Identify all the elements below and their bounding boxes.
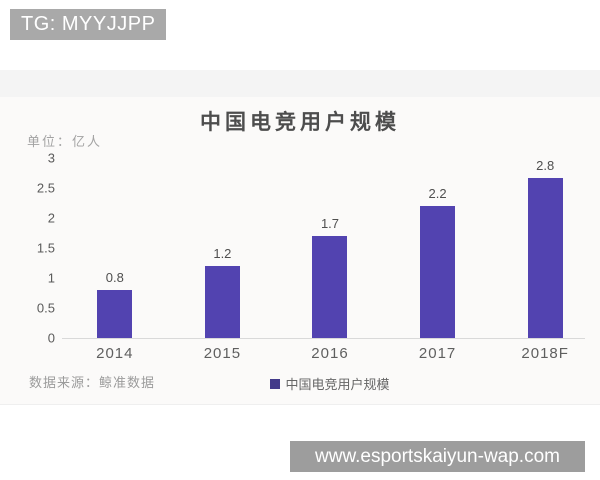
x-label-slot: 2018F <box>491 345 599 362</box>
x-axis-label: 2017 <box>418 345 457 362</box>
y-tick-label: 0 <box>47 330 55 346</box>
data-source-note: 数据来源：鲸准数据 <box>29 375 156 390</box>
bar-slot: 1.2 <box>169 158 277 338</box>
bar-slot: 1.7 <box>276 158 384 338</box>
x-axis-label: 2016 <box>311 345 349 362</box>
x-axis-label: 2018F <box>521 345 569 362</box>
y-tick-label: 2.5 <box>36 180 55 196</box>
bar-slot: 0.8 <box>61 158 169 338</box>
legend-label: 中国电竞用户规模 <box>285 377 390 392</box>
bar-value-label: 1.2 <box>213 246 232 261</box>
y-tick-label: 0.5 <box>36 300 55 316</box>
y-tick-label: 3 <box>47 150 55 166</box>
bar-2018f <box>527 178 563 338</box>
x-label-slot: 2016 <box>276 345 384 362</box>
legend: 中国电竞用户规模 <box>61 374 599 393</box>
y-tick-label: 1 <box>47 270 55 286</box>
bar-value-label: 0.8 <box>105 270 124 285</box>
x-axis-label: 2015 <box>203 345 242 362</box>
bars-row: 0.8 1.2 1.7 2.2 2.8 <box>61 158 599 338</box>
bar-value-label: 1.7 <box>320 216 340 231</box>
chart-screenshot-region <box>0 70 600 405</box>
x-label-slot: 2015 <box>169 345 277 362</box>
tg-contact-badge: TG: MYYJJPP <box>10 9 167 40</box>
bar-2014 <box>97 290 133 338</box>
x-axis-line <box>62 338 585 339</box>
bar-value-label: 2.2 <box>428 186 447 201</box>
bar-2017 <box>420 206 456 338</box>
top-gray-band <box>0 70 600 97</box>
chart-title: 中国电竞用户规模 <box>200 111 400 134</box>
x-labels-row: 2014 2015 2016 2017 2018F <box>61 345 599 362</box>
bar-slot: 2.8 <box>491 158 599 338</box>
x-label-slot: 2014 <box>61 345 169 362</box>
bar-2016 <box>312 236 348 338</box>
bar-2015 <box>204 266 240 338</box>
x-axis-label: 2014 <box>96 345 134 362</box>
y-tick-label: 1.5 <box>36 240 55 256</box>
y-tick-label: 2 <box>47 210 55 226</box>
bar-value-label: 2.8 <box>536 158 555 173</box>
site-url-watermark: www.esportskaiyun-wap.com <box>290 441 585 472</box>
x-label-slot: 2017 <box>384 345 492 362</box>
bar-slot: 2.2 <box>384 158 492 338</box>
unit-label: 单位：亿人 <box>27 134 103 149</box>
y-axis: 0 0.5 1 1.5 2 2.5 3 <box>0 151 55 346</box>
legend-swatch-icon <box>270 378 281 389</box>
